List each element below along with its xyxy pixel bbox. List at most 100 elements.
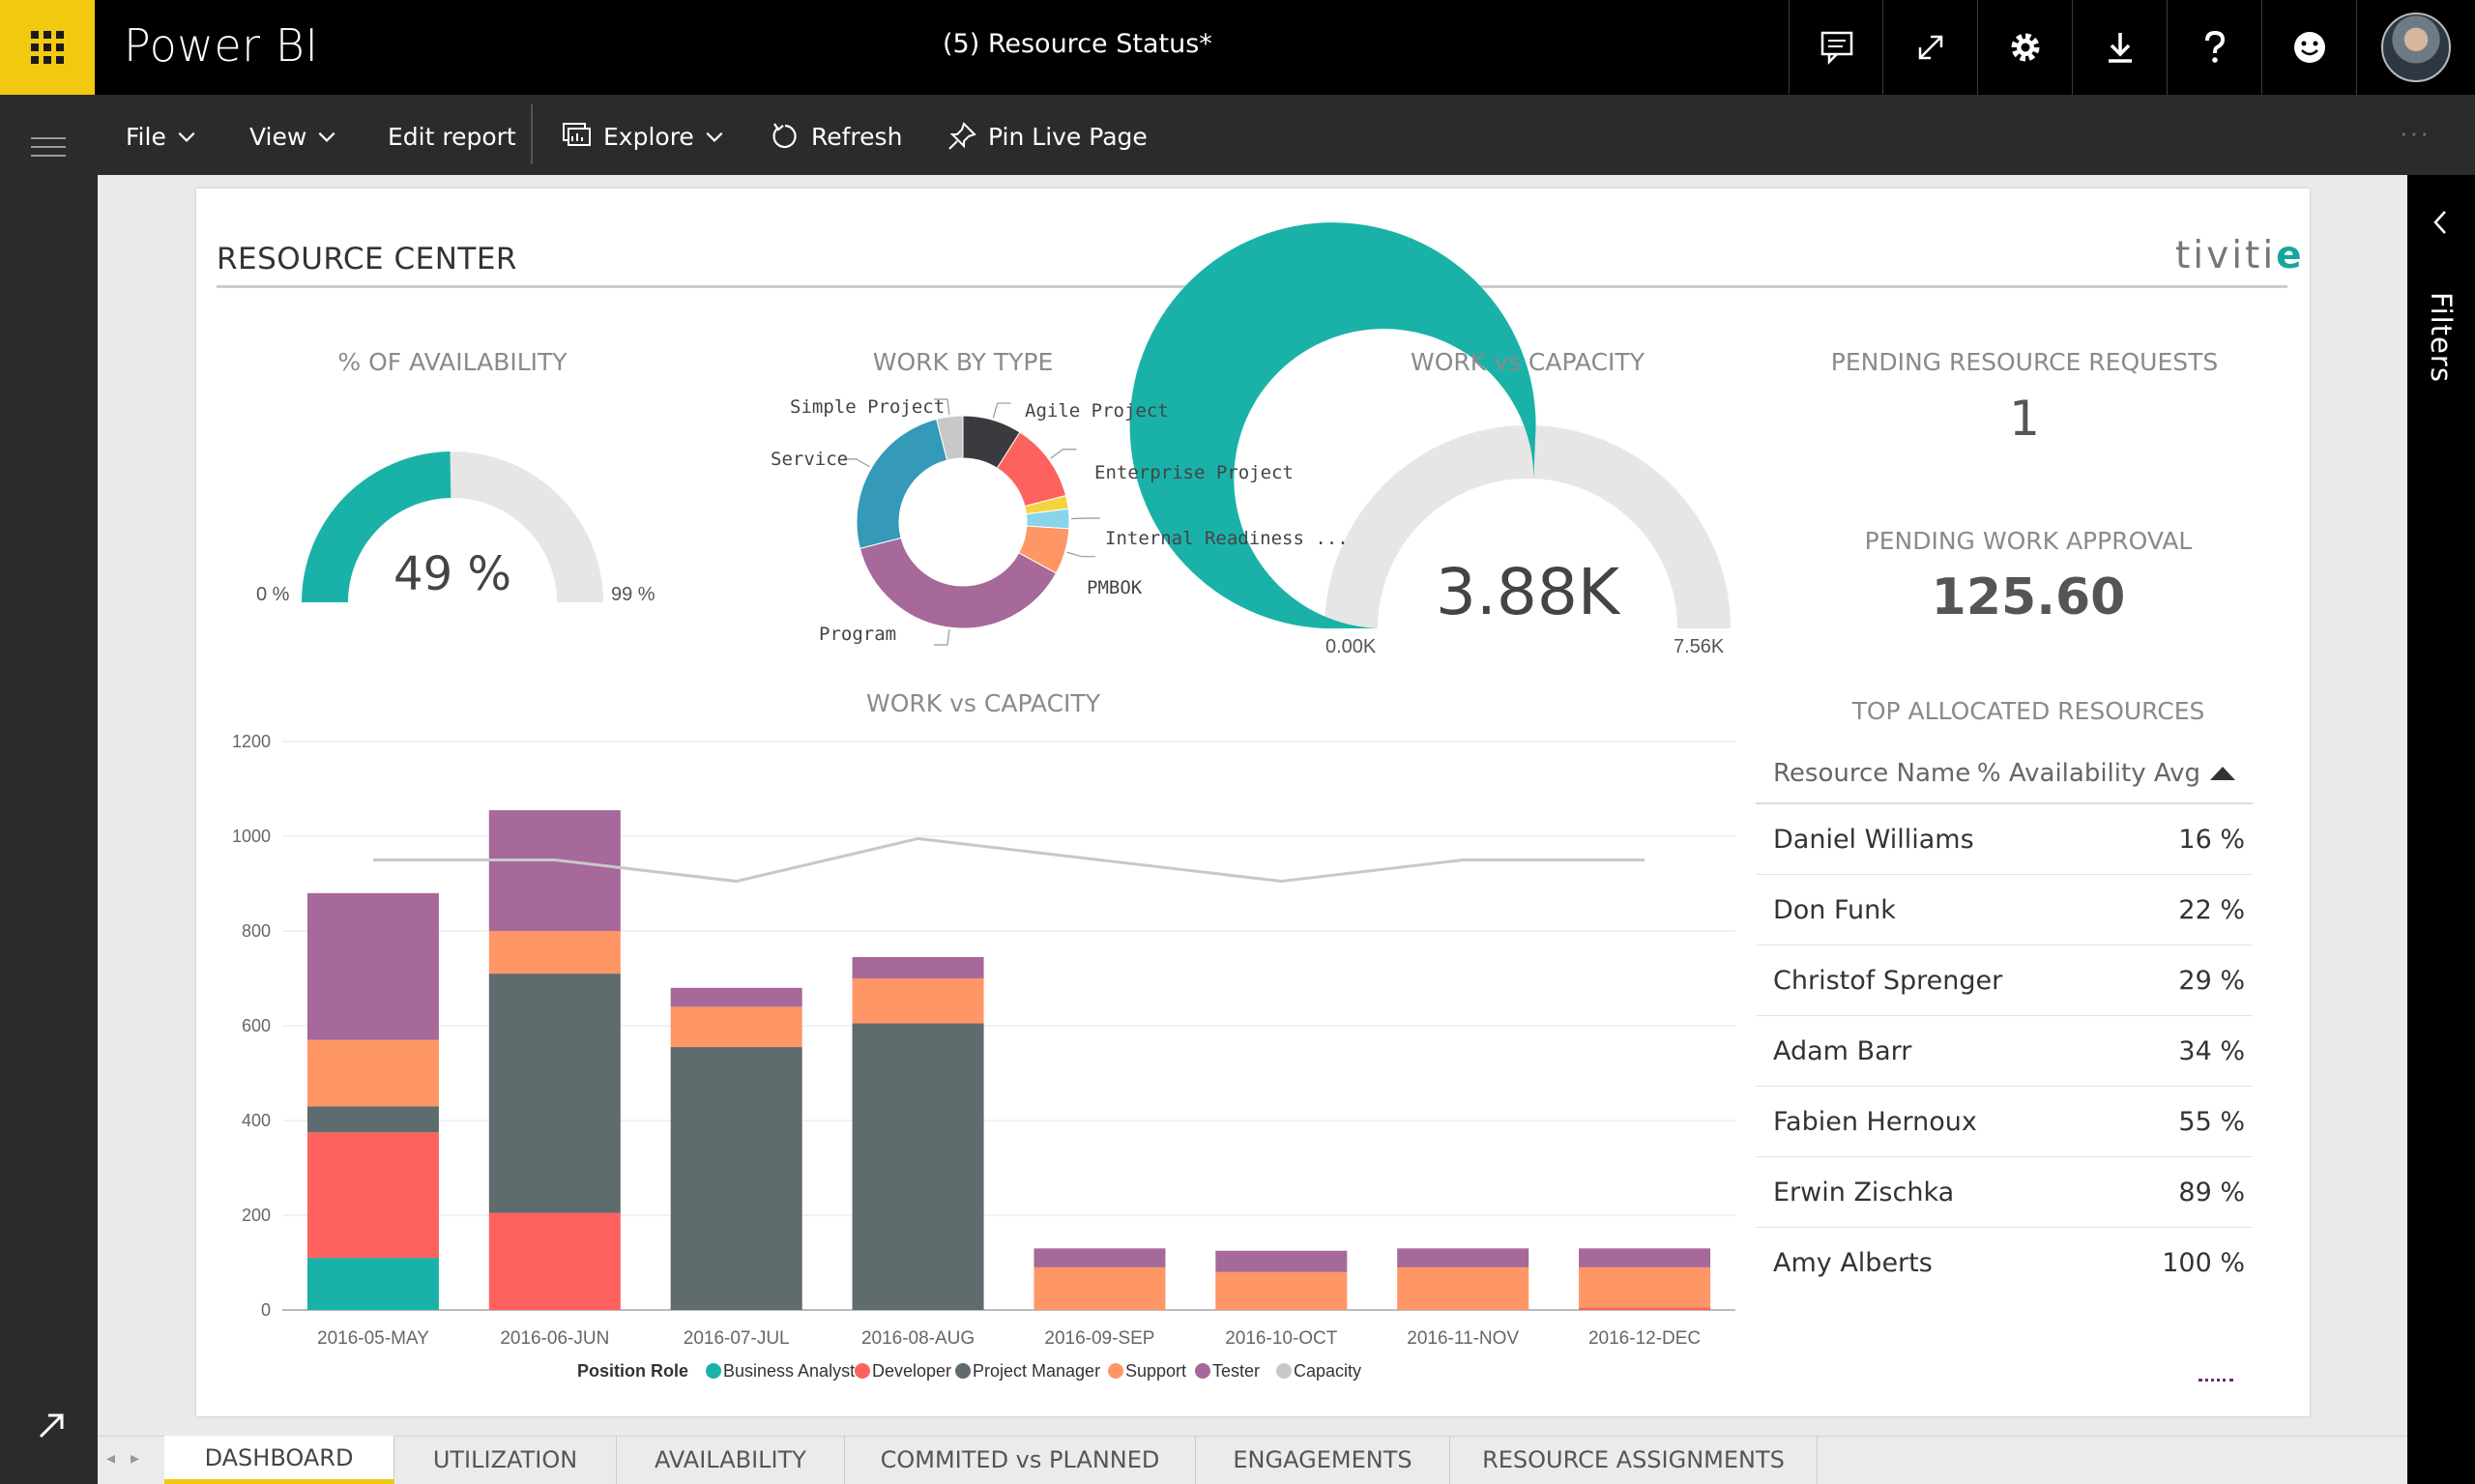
availability-value: 100 % (2162, 1248, 2245, 1278)
tab-utilization[interactable]: UTILIZATION (394, 1436, 617, 1484)
document-title: (5) Resource Status* (943, 29, 1212, 59)
expand-icon[interactable] (37, 1410, 68, 1440)
availability-value: 22 % (2178, 894, 2245, 925)
top-bar (0, 0, 2475, 95)
resource-name: Adam Barr (1773, 1035, 1912, 1066)
donut-label-program: Program (819, 624, 897, 645)
resource-name: Amy Alberts (1773, 1248, 1933, 1278)
title-divider (217, 285, 2287, 288)
explore-menu[interactable]: Explore (561, 122, 725, 151)
resource-name: Erwin Zischka (1773, 1177, 1955, 1208)
table-row[interactable]: Don Funk 22 % (1756, 875, 2253, 946)
fullscreen-icon (1918, 35, 1942, 60)
work-gauge-value: 3.88K (1435, 555, 1620, 629)
availability-value: 34 % (2178, 1035, 2245, 1066)
table-row[interactable]: Adam Barr 34 % (1756, 1016, 2253, 1087)
col-resource-name[interactable]: Resource Name (1773, 759, 1971, 788)
tab-prev-icon[interactable]: ◂ (106, 1448, 131, 1468)
tab-next-icon[interactable]: ▸ (131, 1448, 156, 1468)
logo-text: tiviti (2175, 234, 2277, 277)
comment-icon (1820, 31, 1852, 66)
table-row[interactable]: Daniel Williams 16 % (1756, 804, 2253, 875)
donut-label-agile: Agile Project (1025, 400, 1169, 422)
file-menu-label: File (126, 122, 166, 151)
col-availability-label: % Availability Avg (1976, 759, 2200, 788)
availability-title: % OF AVAILABILITY (337, 348, 568, 376)
availability-value: 89 % (2178, 1177, 2245, 1208)
tab-availability[interactable]: AVAILABILITY (617, 1436, 845, 1484)
logo-mark: e (2276, 234, 2305, 277)
chevron-down-icon (178, 131, 195, 142)
filters-label[interactable]: Filters (2425, 292, 2458, 383)
tivitie-logo: tivitie (2175, 234, 2305, 277)
waffle-icon (31, 31, 64, 64)
settings-button[interactable] (1977, 0, 2072, 95)
col-availability-avg[interactable]: % Availability Avg (1977, 759, 2235, 788)
report-title: RESOURCE CENTER (217, 242, 517, 276)
more-options-icon[interactable] (2198, 1379, 2233, 1382)
pending-requests-title: PENDING RESOURCE REQUESTS (1830, 348, 2219, 376)
table-row[interactable]: Christof Sprenger 29 % (1756, 946, 2253, 1016)
filters-pane[interactable] (2407, 175, 2475, 1484)
edit-report-label: Edit report (388, 122, 516, 151)
availability-min: 0 % (256, 584, 290, 605)
view-menu[interactable]: View (249, 122, 337, 151)
tab-commited-vs-planned[interactable]: COMMITED vs PLANNED (845, 1436, 1196, 1484)
hamburger-icon (31, 137, 66, 139)
smiley-icon (2293, 32, 2325, 63)
donut-label-enterprise: Enterprise Project (1094, 462, 1294, 483)
table-row[interactable]: Fabien Hernoux 55 % (1756, 1087, 2253, 1157)
help-icon (2204, 30, 2225, 63)
comment-button[interactable] (1789, 0, 1883, 95)
pin-live-page-button[interactable]: Pin Live Page (946, 122, 1148, 151)
tab-scroll-arrows[interactable]: ◂▸ (106, 1448, 155, 1469)
view-menu-label: View (249, 122, 307, 151)
chevron-left-icon[interactable] (2429, 208, 2454, 237)
work-gauge-title: WORK vs CAPACITY (1411, 348, 1645, 376)
feedback-button[interactable] (2261, 0, 2356, 95)
table-row[interactable]: Amy Alberts 100 % (1756, 1228, 2253, 1298)
availability-value: 16 % (2178, 824, 2245, 855)
refresh-label: Refresh (811, 122, 903, 151)
hamburger-line (31, 146, 66, 148)
pending-requests-value: 1 (2009, 391, 2040, 447)
app-brand[interactable]: Power BI (124, 19, 319, 72)
fullscreen-button[interactable] (1882, 0, 1977, 95)
more-options-button[interactable]: ··· (2400, 118, 2431, 147)
explore-icon (563, 123, 591, 146)
top-resources-table: Resource Name % Availability Avg Daniel … (1756, 744, 2253, 1298)
pending-approval-title: PENDING WORK APPROVAL (1864, 527, 2193, 555)
table-row[interactable]: Erwin Zischka 89 % (1756, 1157, 2253, 1228)
chevron-down-icon (706, 131, 723, 142)
donut-label-pmbok: PMBOK (1087, 577, 1143, 598)
resource-name: Daniel Williams (1773, 824, 1974, 855)
resource-name: Don Funk (1773, 894, 1896, 925)
work-gauge-min: 0.00K (1325, 636, 1377, 657)
pin-icon (948, 122, 976, 150)
tab-resource-assignments[interactable]: RESOURCE ASSIGNMENTS (1450, 1436, 1818, 1484)
pending-approval-value: 125.60 (1931, 568, 2126, 626)
refresh-icon (772, 123, 797, 149)
donut-label-internal: Internal Readiness ... (1105, 528, 1349, 549)
file-menu[interactable]: File (126, 122, 197, 151)
work-gauge-max: 7.56K (1674, 636, 1725, 657)
refresh-button[interactable]: Refresh (769, 122, 902, 151)
resource-name: Fabien Hernoux (1773, 1106, 1977, 1137)
chevron-down-icon (318, 131, 335, 142)
app-launcher-button[interactable] (0, 0, 95, 95)
hamburger-line (31, 155, 66, 157)
table-body: Daniel Williams 16 % Don Funk 22 % Christof … (1756, 804, 2253, 1298)
nav-menu-button[interactable] (31, 137, 66, 163)
donut-label-service: Service (771, 449, 849, 470)
resource-name: Christof Sprenger (1773, 965, 2003, 996)
tab-engagements[interactable]: ENGAGEMENTS (1196, 1436, 1450, 1484)
download-button[interactable] (2072, 0, 2167, 95)
help-button[interactable] (2167, 0, 2261, 95)
chart-title: WORK vs CAPACITY (866, 689, 1100, 717)
explore-label: Explore (603, 122, 694, 151)
sort-ascending-icon[interactable] (2210, 767, 2235, 780)
account-button[interactable] (2356, 0, 2475, 95)
availability-value: 55 % (2178, 1106, 2245, 1137)
tab-dashboard[interactable]: DASHBOARD (164, 1436, 394, 1484)
edit-report-button[interactable]: Edit report (388, 122, 516, 151)
